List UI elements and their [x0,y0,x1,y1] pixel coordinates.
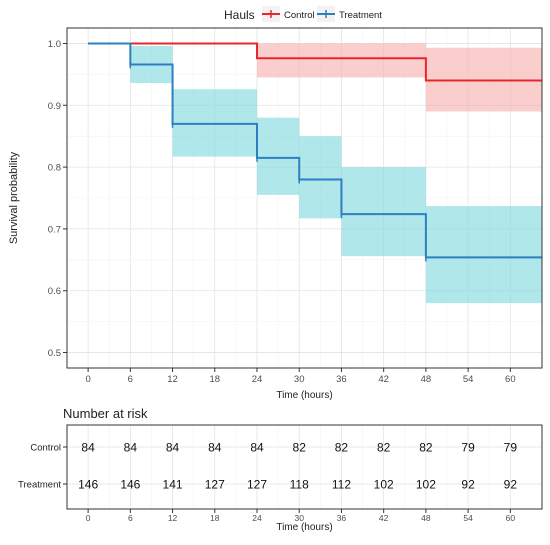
risk-x-tick-label: 54 [463,513,473,523]
risk-cell-treatment: 92 [461,478,475,492]
risk-x-tick-label: 36 [337,513,347,523]
risk-cell-treatment: 146 [120,478,140,492]
risk-cell-control: 84 [166,441,180,455]
y-tick-label: 0.6 [48,286,61,297]
risk-table-title: Number at risk [63,406,148,421]
legend: Hauls Control Treatment [224,6,382,22]
risk-x-tick-label: 42 [379,513,389,523]
risk-x-tick-label: 18 [210,513,220,523]
x-tick-label: 30 [294,374,305,385]
x-tick-label: 6 [128,374,133,385]
y-axis-ticks: 0.5 0.6 0.7 0.8 0.9 1.0 [48,39,67,359]
risk-table-x-ticks: 0 6 12 18 24 30 36 42 48 54 60 [86,509,516,523]
ci-band-treatment [341,167,426,257]
x-tick-label: 42 [378,374,389,385]
y-tick-label: 1.0 [48,39,61,50]
risk-cell-treatment: 118 [290,478,309,492]
ci-band-treatment [257,117,300,195]
risk-cell-control: 84 [250,441,264,455]
legend-label-control: Control [284,10,315,21]
x-tick-label: 36 [336,374,347,385]
y-tick-label: 0.5 [48,348,61,359]
risk-x-tick-label: 30 [294,513,304,523]
risk-cell-treatment: 127 [205,478,225,492]
ci-band-control [257,43,426,78]
risk-cell-treatment: 141 [163,478,183,492]
survival-curves [88,42,542,259]
risk-cell-treatment: 102 [416,478,436,492]
y-tick-label: 0.9 [48,101,61,112]
risk-x-tick-label: 48 [421,513,431,523]
risk-cell-treatment: 112 [332,478,351,492]
risk-row-label-control: Control [30,443,61,454]
risk-x-tick-label: 12 [168,513,178,523]
y-tick-label: 0.7 [48,224,61,235]
censor-marks [129,60,427,262]
legend-label-treatment: Treatment [339,10,382,21]
legend-title: Hauls [224,8,255,22]
x-tick-label: 12 [167,374,178,385]
x-tick-label: 54 [463,374,474,385]
risk-table-x-axis-label: Time (hours) [276,522,332,533]
risk-x-tick-label: 60 [506,513,516,523]
x-axis-label: Time (hours) [276,390,332,401]
risk-table-row-labels: Control Treatment [18,443,67,491]
risk-cell-control: 82 [377,441,391,455]
ci-band-treatment [299,136,342,219]
risk-x-tick-label: 24 [252,513,262,523]
ci-band-treatment [425,206,542,304]
y-tick-label: 0.8 [48,163,61,174]
survival-curve-control [88,42,542,82]
risk-cell-control: 82 [419,441,433,455]
x-axis-ticks: 0 6 12 18 24 30 36 42 48 54 60 [85,368,516,385]
risk-cell-control: 79 [461,441,475,455]
risk-cell-treatment: 127 [247,478,267,492]
risk-cell-control: 82 [293,441,307,455]
survival-plot-panel: 0.50.60.70.80.91.0 0 6 12 18 24 30 36 42 48 54 60 … [8,27,543,401]
risk-cell-treatment: 146 [78,478,98,492]
risk-cell-treatment: 92 [504,478,518,492]
x-tick-label: 24 [252,374,263,385]
x-tick-label: 18 [209,374,220,385]
x-tick-label: 48 [421,374,432,385]
risk-cell-control: 79 [504,441,518,455]
risk-table-border [66,424,543,510]
risk-cell-treatment: 102 [374,478,394,492]
risk-x-tick-label: 6 [128,513,133,523]
risk-row-label-treatment: Treatment [18,480,61,491]
risk-cell-control: 82 [335,441,349,455]
risk-table-gridlines [67,425,542,509]
risk-table-panel: Number at risk 84 84 84 84 84 82 82 82 82 79 79 146… [18,406,543,533]
risk-cell-control: 84 [81,441,95,455]
risk-table-background [67,425,542,509]
x-tick-label: 0 [85,374,90,385]
risk-table-cells: 84 84 84 84 84 82 82 82 82 79 79 146 146 141 127 127 118… [78,441,517,492]
plot-border [66,27,543,369]
risk-cell-control: 84 [208,441,222,455]
survival-curve-treatment [88,42,542,259]
risk-cell-control: 84 [124,441,138,455]
y-axis-label: Survival probability [8,151,20,244]
risk-x-tick-label: 0 [86,513,91,523]
x-tick-label: 60 [505,374,516,385]
